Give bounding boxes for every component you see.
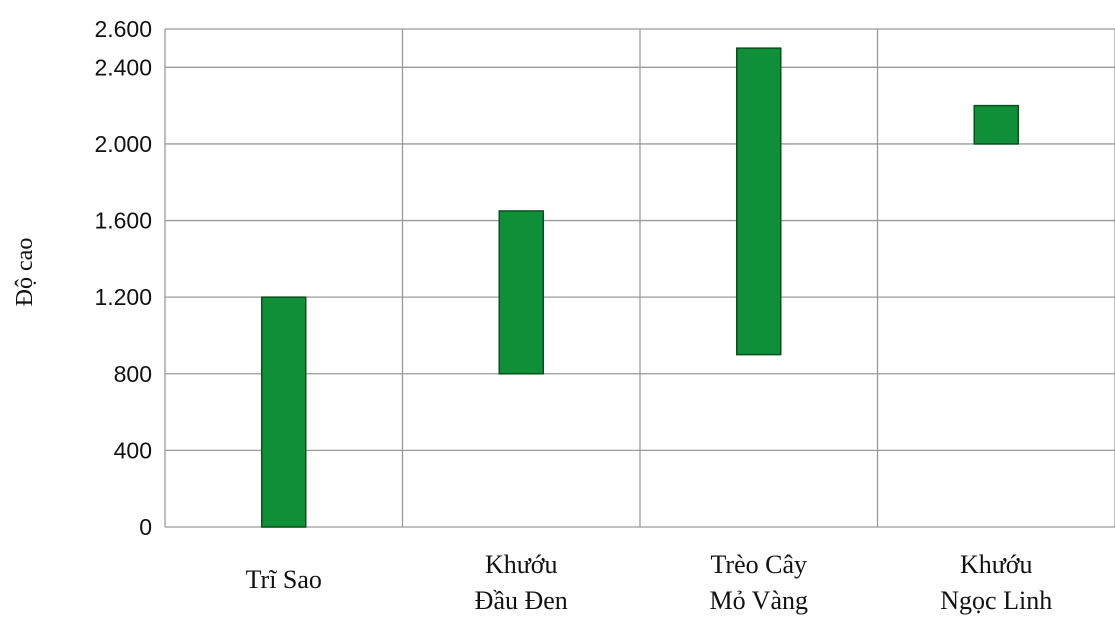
y-tick-label: 2.000 [94, 131, 152, 157]
y-tick-label: 800 [114, 361, 152, 387]
category-label: Khướu [485, 550, 558, 579]
category-label: Ngọc Linh [940, 586, 1052, 615]
range-bar [973, 104, 1019, 145]
y-tick-label: 0 [139, 514, 152, 540]
y-tick-label: 400 [114, 437, 152, 463]
y-tick-label: 2.400 [94, 54, 152, 80]
category-label: Mỏ Vàng [710, 586, 808, 615]
range-bar [261, 296, 307, 528]
grid-layer [164, 28, 1115, 528]
y-tick-label: 1.600 [94, 208, 152, 234]
bar-layer [261, 47, 1019, 528]
y-tick-label: 1.200 [94, 284, 152, 310]
category-label: Đầu Đen [475, 586, 568, 615]
y-axis-label: Độ cao [12, 238, 38, 307]
category-label-layer: Trĩ Sao Khướu Đầu Đen Trèo Cây Mỏ Vàng Khướu N… [246, 550, 1053, 615]
category-label: Trèo Cây [710, 550, 807, 579]
category-label: Khướu [960, 550, 1033, 579]
range-bar [498, 210, 544, 375]
category-label: Trĩ Sao [246, 565, 322, 594]
range-bar [736, 47, 782, 356]
y-tick-layer: 0 400 800 1.200 1.600 2.000 2.400 2.600 [94, 16, 152, 540]
y-tick-label: 2.600 [94, 16, 152, 42]
